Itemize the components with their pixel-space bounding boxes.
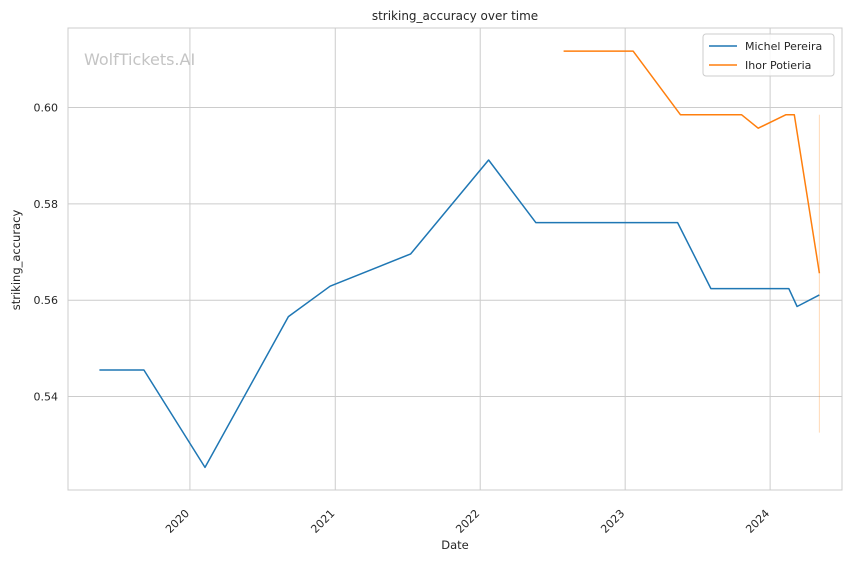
y-tick-label: 0.54 (34, 391, 59, 404)
grid-lines (68, 28, 842, 490)
plot-frame (67, 27, 843, 491)
legend-label-1: Michel Pereira (745, 40, 822, 53)
series-line-2 (563, 50, 821, 274)
y-axis-label: striking_accuracy (9, 210, 23, 311)
x-axis-label: Date (441, 538, 469, 552)
y-tick-label: 0.60 (34, 101, 59, 114)
series-line-1 (99, 159, 820, 469)
legend-label-2: Ihor Potieria (745, 59, 811, 72)
chart-title: striking_accuracy over time (372, 9, 538, 23)
y-tick-label: 0.58 (34, 198, 59, 211)
y-tick-label: 0.56 (34, 294, 59, 307)
watermark-text: WolfTickets.AI (84, 50, 195, 69)
legend: Michel Pereira Ihor Potieria (702, 33, 835, 77)
y-tick-labels: 0.54 0.56 0.58 0.60 (34, 101, 59, 403)
series-layer (99, 50, 821, 469)
